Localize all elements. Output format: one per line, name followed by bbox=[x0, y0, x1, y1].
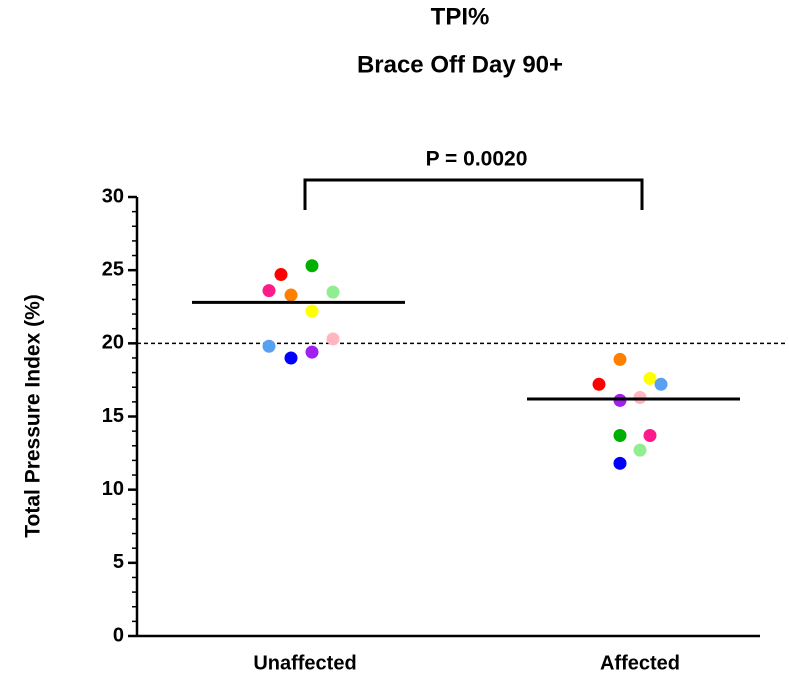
chart-subtitle: Brace Off Day 90+ bbox=[357, 51, 563, 78]
data-point bbox=[654, 377, 668, 391]
y-tick-label: 0 bbox=[113, 624, 124, 646]
x-tick-label: Unaffected bbox=[253, 652, 356, 674]
data-point bbox=[633, 443, 647, 457]
data-point bbox=[284, 288, 298, 302]
data-point bbox=[613, 352, 627, 366]
y-tick-label: 20 bbox=[102, 332, 124, 354]
data-point bbox=[326, 332, 340, 346]
chart-title: TPI% bbox=[431, 3, 490, 30]
data-point bbox=[305, 345, 319, 359]
significance-bracket bbox=[303, 178, 644, 210]
data-point bbox=[305, 304, 319, 318]
data-point bbox=[643, 429, 657, 443]
data-point bbox=[592, 377, 606, 391]
data-point bbox=[613, 429, 627, 443]
y-axis-label: Total Pressure Index (%) bbox=[22, 294, 45, 538]
data-point bbox=[326, 285, 340, 299]
y-tick-label: 25 bbox=[102, 258, 124, 280]
y-tick-label: 10 bbox=[102, 478, 124, 500]
y-tick-label: 5 bbox=[113, 551, 124, 573]
data-point bbox=[643, 371, 657, 385]
data-point bbox=[274, 268, 288, 282]
annotation: P = 0.0020 bbox=[426, 148, 528, 171]
x-tick-label: Affected bbox=[600, 652, 680, 674]
data-point bbox=[262, 339, 276, 353]
data-point bbox=[305, 259, 319, 273]
data-point bbox=[284, 351, 298, 365]
y-tick-label: 30 bbox=[102, 185, 124, 207]
data-point bbox=[262, 284, 276, 298]
y-tick-label: 15 bbox=[102, 405, 124, 427]
data-point bbox=[613, 456, 627, 470]
